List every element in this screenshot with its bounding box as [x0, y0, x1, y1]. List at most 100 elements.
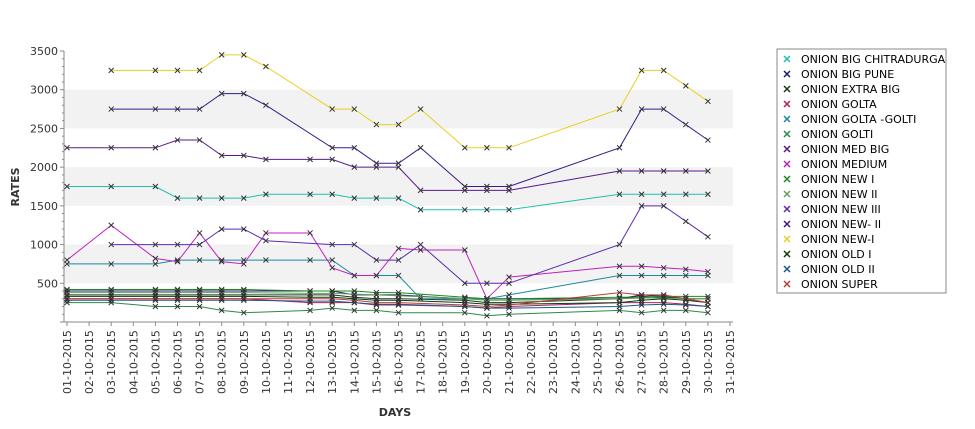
- y-tick-label: 1500: [30, 200, 58, 213]
- legend-label: ONION NEW I: [801, 173, 874, 186]
- data-point-marker: [705, 168, 711, 174]
- data-point-marker: [506, 280, 512, 287]
- x-tick-label: 10-10-2015: [260, 330, 273, 394]
- data-point-marker: [351, 299, 358, 306]
- data-point-marker: [152, 255, 159, 262]
- data-point-marker: [638, 272, 645, 279]
- data-point-marker: [218, 90, 225, 97]
- x-tick-label: 04-10-2015: [127, 330, 140, 394]
- data-point-marker: [660, 307, 667, 314]
- legend-label: ONION GOLTA: [801, 98, 877, 111]
- data-point-marker: [174, 106, 181, 112]
- data-point-marker: [108, 106, 115, 112]
- data-point-marker: [705, 299, 711, 306]
- series-8: [64, 222, 711, 302]
- data-point-marker: [638, 67, 645, 74]
- data-point-marker: [174, 67, 181, 74]
- data-point-marker: [395, 272, 402, 279]
- x-tick-label: 02-10-2015: [83, 330, 96, 394]
- data-point-marker: [240, 295, 247, 302]
- series-13: [108, 52, 711, 151]
- data-point-marker: [108, 241, 115, 248]
- data-point-marker: [484, 183, 490, 190]
- data-point-marker: [196, 295, 203, 302]
- data-point-marker: [152, 295, 159, 302]
- data-point-marker: [196, 106, 203, 112]
- x-tick-label: 05-10-2015: [149, 330, 162, 394]
- data-point-marker: [461, 309, 468, 316]
- data-point-marker: [351, 297, 358, 304]
- x-tick-label: 30-10-2015: [702, 330, 715, 394]
- legend: ONION BIG CHITRADURGA ONION BIG PUNE ONION…: [776, 48, 947, 294]
- legend-label: ONION NEW-I: [801, 233, 874, 246]
- data-point-marker: [240, 261, 247, 267]
- data-point-marker: [351, 195, 358, 201]
- data-point-marker: [240, 52, 247, 58]
- data-point-marker: [329, 288, 336, 294]
- data-point-marker: [174, 303, 181, 310]
- legend-marker: [783, 115, 791, 123]
- data-point-marker: [373, 121, 380, 128]
- data-point-marker: [351, 272, 358, 279]
- data-point-marker: [218, 52, 225, 58]
- data-point-marker: [616, 241, 623, 248]
- data-point-marker: [395, 257, 402, 263]
- data-point-marker: [461, 144, 468, 151]
- data-point-marker: [218, 258, 225, 265]
- y-tick-label: 2500: [30, 122, 58, 135]
- data-point-marker: [108, 183, 115, 190]
- data-point-marker: [682, 82, 689, 89]
- data-point-marker: [373, 257, 380, 263]
- data-point-marker: [240, 195, 247, 201]
- legend-label: ONION OLD II: [801, 263, 875, 276]
- data-point-marker: [329, 241, 336, 248]
- data-point-marker: [660, 301, 667, 308]
- data-point-marker: [196, 230, 203, 236]
- data-point-marker: [196, 257, 203, 263]
- data-point-marker: [682, 168, 689, 174]
- data-point-marker: [152, 106, 159, 112]
- data-point-marker: [351, 164, 358, 170]
- series-16: [64, 289, 711, 310]
- legend-marker: [783, 70, 791, 78]
- data-point-marker: [638, 263, 645, 270]
- y-tick-label: 3000: [30, 84, 58, 97]
- data-point-marker: [638, 168, 645, 174]
- y-tick-label: 1000: [30, 239, 58, 252]
- data-point-marker: [307, 298, 313, 304]
- data-point-marker: [616, 263, 623, 270]
- series-line: [67, 295, 708, 305]
- series-line: [67, 292, 708, 301]
- data-point-marker: [461, 280, 468, 287]
- data-point-marker: [64, 295, 70, 302]
- legend-label: ONION MEDIUM: [801, 158, 887, 171]
- x-tick-label: 16-10-2015: [393, 330, 406, 394]
- data-point-marker: [307, 288, 313, 294]
- data-point-marker: [307, 191, 313, 198]
- legend-label: ONION GOLTA -GOLTI: [801, 113, 916, 126]
- legend-marker: [783, 160, 791, 168]
- data-point-marker: [263, 156, 269, 163]
- y-tick-label: 3500: [30, 45, 58, 58]
- legend-label: ONION EXTRA BIG: [801, 83, 900, 96]
- x-tick-label: 25-10-2015: [591, 330, 604, 394]
- data-point-marker: [240, 309, 247, 316]
- data-point-marker: [484, 312, 490, 319]
- data-point-marker: [638, 297, 645, 304]
- data-point-marker: [263, 102, 269, 109]
- data-point-marker: [329, 191, 336, 198]
- x-tick-label: 01-10-2015: [61, 330, 74, 394]
- data-point-marker: [705, 233, 711, 240]
- data-point-marker: [329, 264, 336, 271]
- series-line: [66, 224, 708, 300]
- data-point-marker: [660, 292, 667, 298]
- data-point-marker: [638, 191, 645, 198]
- legend-marker: [783, 145, 791, 153]
- data-point-marker: [329, 144, 336, 151]
- series-layer: [64, 52, 711, 319]
- data-point-marker: [660, 272, 667, 279]
- data-point-marker: [660, 67, 667, 74]
- x-tick-label: 20-10-2015: [481, 330, 494, 394]
- data-point-marker: [682, 121, 689, 128]
- data-point-marker: [174, 258, 181, 265]
